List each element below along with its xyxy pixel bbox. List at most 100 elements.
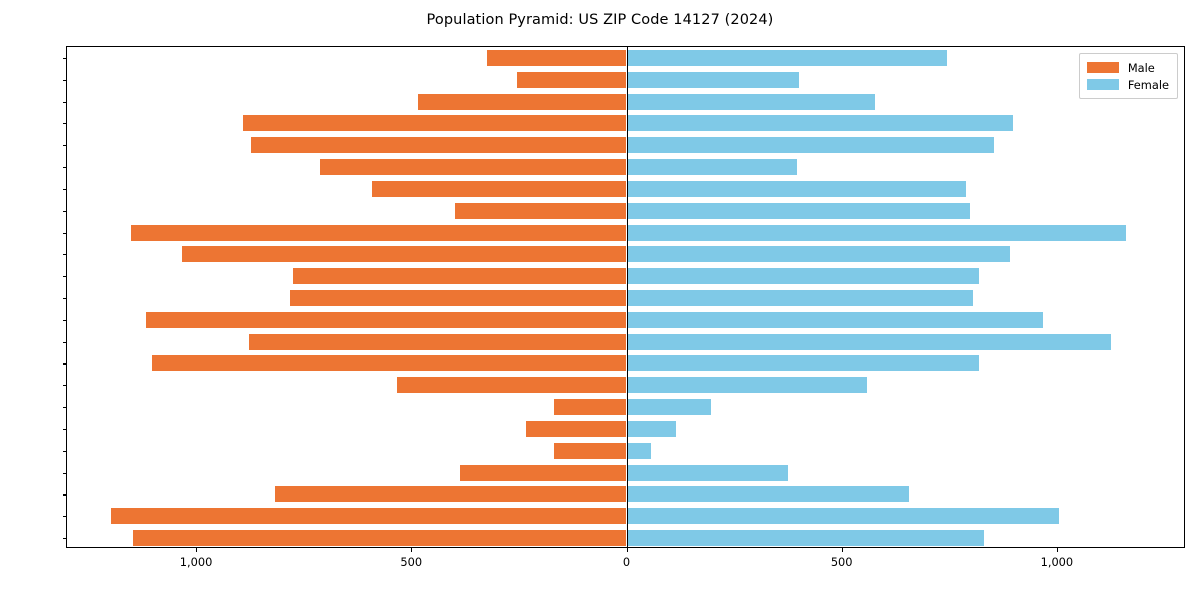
y-tick-mark [62,79,67,81]
bar-female[interactable] [626,420,676,437]
bar-female[interactable] [626,442,651,459]
x-tick-label: 0 [622,555,631,569]
bars-layer [67,47,1184,547]
bar-row [67,159,1184,176]
bar-female[interactable] [626,290,973,306]
bar-male[interactable] [145,311,627,328]
x-tick-mark [841,547,843,552]
bar-row [67,202,1184,219]
bar-female[interactable] [626,71,800,88]
y-tick-mark [62,385,67,387]
bar-female[interactable] [626,311,1044,328]
bar-female[interactable] [626,333,1112,350]
bar-female[interactable] [626,508,1059,525]
bar-male[interactable] [320,159,627,176]
bar-row [67,71,1184,88]
bar-female[interactable] [626,224,1126,241]
bar-row [67,137,1184,154]
bar-female[interactable] [626,268,979,285]
bar-female[interactable] [626,49,947,66]
bar-male[interactable] [275,486,627,503]
bar-male[interactable] [250,137,627,154]
bar-male[interactable] [110,508,627,525]
y-tick-mark [62,363,67,365]
y-tick-mark [62,298,67,300]
bar-male[interactable] [487,49,627,66]
bar-row [67,49,1184,66]
bar-male[interactable] [151,355,627,372]
legend-swatch-female [1086,79,1119,90]
bar-male[interactable] [248,333,627,350]
bar-female[interactable] [626,355,979,372]
bar-row [67,268,1184,285]
bar-male[interactable] [293,268,627,285]
bar-row [67,333,1184,350]
legend-item-male[interactable]: Male [1086,59,1169,76]
x-tick-mark [1056,547,1058,552]
bar-female[interactable] [626,246,1011,263]
x-tick-label: 1,000 [179,555,213,569]
y-tick-mark [62,232,67,234]
bar-female[interactable] [626,180,967,197]
bar-female[interactable] [626,159,797,176]
bar-row [67,311,1184,328]
y-tick-mark [62,101,67,103]
bar-male[interactable] [459,464,627,481]
legend-label-male: Male [1127,60,1155,75]
y-tick-mark [62,538,67,540]
x-tick-mark [196,547,198,552]
bar-female[interactable] [626,115,1013,132]
chart-title: Population Pyramid: US ZIP Code 14127 (2… [426,12,774,28]
bar-row [67,93,1184,110]
y-tick-mark [62,276,67,278]
bar-row [67,442,1184,459]
bar-male[interactable] [132,530,627,547]
bar-row [67,355,1184,372]
y-tick-mark [62,341,67,343]
legend-label-female: Female [1127,77,1169,92]
bar-female[interactable] [626,377,867,394]
y-tick-mark [62,167,67,169]
y-tick-mark [62,428,67,431]
bar-female[interactable] [626,399,712,416]
bar-female[interactable] [626,486,909,503]
y-tick-mark [62,472,67,474]
y-tick-mark [62,145,67,147]
x-tick-mark [626,547,628,552]
y-tick-mark [62,57,67,59]
bar-row [67,399,1184,416]
bar-row [67,420,1184,437]
x-tick-label: 500 [830,555,853,569]
y-tick-mark [62,516,67,518]
bar-female[interactable] [626,464,788,481]
bar-male[interactable] [372,180,627,197]
bar-male[interactable] [290,290,627,306]
bar-female[interactable] [626,202,970,219]
bar-male[interactable] [181,246,627,263]
bar-male[interactable] [525,420,627,437]
legend-item-female[interactable]: Female [1086,76,1169,93]
bar-male[interactable] [553,442,627,459]
bar-male[interactable] [397,377,627,394]
bar-row [67,486,1184,503]
bar-male[interactable] [243,115,627,132]
bar-row [67,290,1184,306]
y-tick-mark [62,407,67,409]
bar-row [67,246,1184,263]
bar-row [67,377,1184,394]
x-tick-mark [411,547,413,552]
bar-male[interactable] [553,399,627,416]
bar-row [67,530,1184,547]
y-tick-mark [62,494,67,496]
bar-female[interactable] [626,93,875,110]
y-tick-mark [62,210,67,212]
bar-female[interactable] [626,530,984,547]
bar-row [67,508,1184,525]
bar-male[interactable] [455,202,627,219]
bar-male[interactable] [131,224,627,241]
plot-area: 85+80-8475-7970-7467-6965-6662-6460-6155… [62,46,1185,569]
bar-female[interactable] [626,137,994,154]
bar-male[interactable] [418,93,627,110]
bar-male[interactable] [516,71,627,88]
